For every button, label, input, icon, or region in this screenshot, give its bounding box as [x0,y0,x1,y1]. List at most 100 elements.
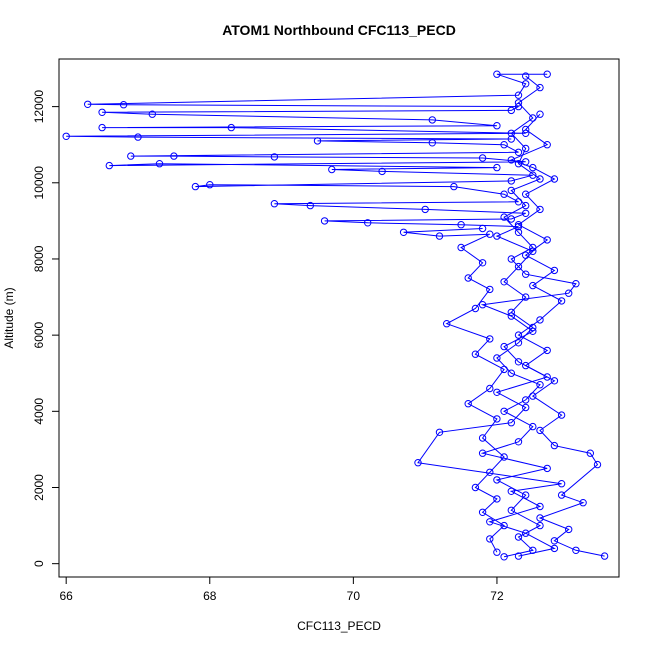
data-point [536,514,544,522]
data-point [428,116,436,124]
data-point [364,219,372,227]
data-point [486,535,494,543]
data-point [486,335,494,343]
data-point [522,125,530,134]
data-point [507,369,515,377]
data-point [478,259,487,267]
data-point [478,508,487,516]
data-point [471,350,480,358]
data-point [522,403,530,412]
data-point [507,156,515,164]
y-tick-label: 0 [32,560,46,567]
data-point [600,552,609,560]
data-point [529,422,537,431]
data-point [500,342,508,351]
data-point [500,213,508,221]
data-point [514,339,523,347]
data-point [522,361,530,370]
data-point [557,297,566,305]
data-point [514,91,523,99]
data-point [543,373,551,381]
data-point [84,100,92,109]
data-point [478,434,487,442]
data-point [98,123,106,132]
data-point [399,228,408,237]
data-point [529,392,537,400]
data-point [471,304,480,313]
data-point [572,546,580,554]
data-point [435,428,444,436]
data-point [486,384,494,393]
data-point [565,525,573,534]
y-axis-label: Altitude (m) [2,287,16,348]
data-point [500,521,508,530]
data-point [155,160,164,168]
data-point [328,165,336,174]
y-tick-label: 2000 [32,474,46,501]
data-point [493,388,501,396]
data-point [529,163,537,172]
data-point [170,152,178,160]
data-point [536,175,544,183]
data-point [522,201,530,210]
data-point [514,438,523,446]
data-point [500,553,508,561]
data-point [464,274,472,282]
data-point [522,491,530,499]
data-point [507,129,515,138]
data-point [550,544,559,553]
data-point [471,483,480,492]
data-point [543,464,551,473]
data-point [522,396,530,404]
data-point [486,518,494,526]
data-point [514,148,523,157]
data-point [478,224,487,233]
data-point [514,331,523,339]
data-point [443,320,451,328]
data-point [270,153,279,161]
data-point [514,552,523,560]
data-point [593,460,602,469]
data-point [550,441,559,450]
series-line [417,75,577,557]
plot-frame [58,58,620,578]
x-tick-label: 70 [347,589,361,603]
data-point [507,308,515,316]
data-point [529,171,537,179]
data-point [529,247,537,256]
data-point [450,182,458,191]
x-axis-label: CFC113_PECD [297,619,381,633]
data-point [543,346,551,355]
data-point [522,270,530,278]
series-3 [399,224,508,556]
data-point [493,70,501,78]
data-point [507,312,515,320]
data-point [500,407,508,415]
data-point [206,181,214,189]
data-point [536,502,544,511]
data-point [500,278,508,286]
data-point [514,221,523,229]
data-point [486,468,494,476]
data-point [557,411,566,419]
series-line [403,228,505,553]
data-point [493,476,501,484]
data-point [507,177,515,185]
data-point [522,190,530,198]
data-point [522,251,530,259]
data-point [507,186,515,195]
data-point [306,201,314,210]
data-point [457,221,465,229]
data-point [500,190,508,198]
chart-title: ATOM1 Northbound CFC113_PECD [222,22,456,38]
data-point [536,110,544,118]
data-point [514,228,523,237]
data-point [536,83,544,92]
series-line [509,113,605,557]
data-point [62,132,70,141]
data-point [486,285,494,294]
data-point [134,133,142,141]
data-point [522,293,530,301]
data-point [522,80,530,88]
